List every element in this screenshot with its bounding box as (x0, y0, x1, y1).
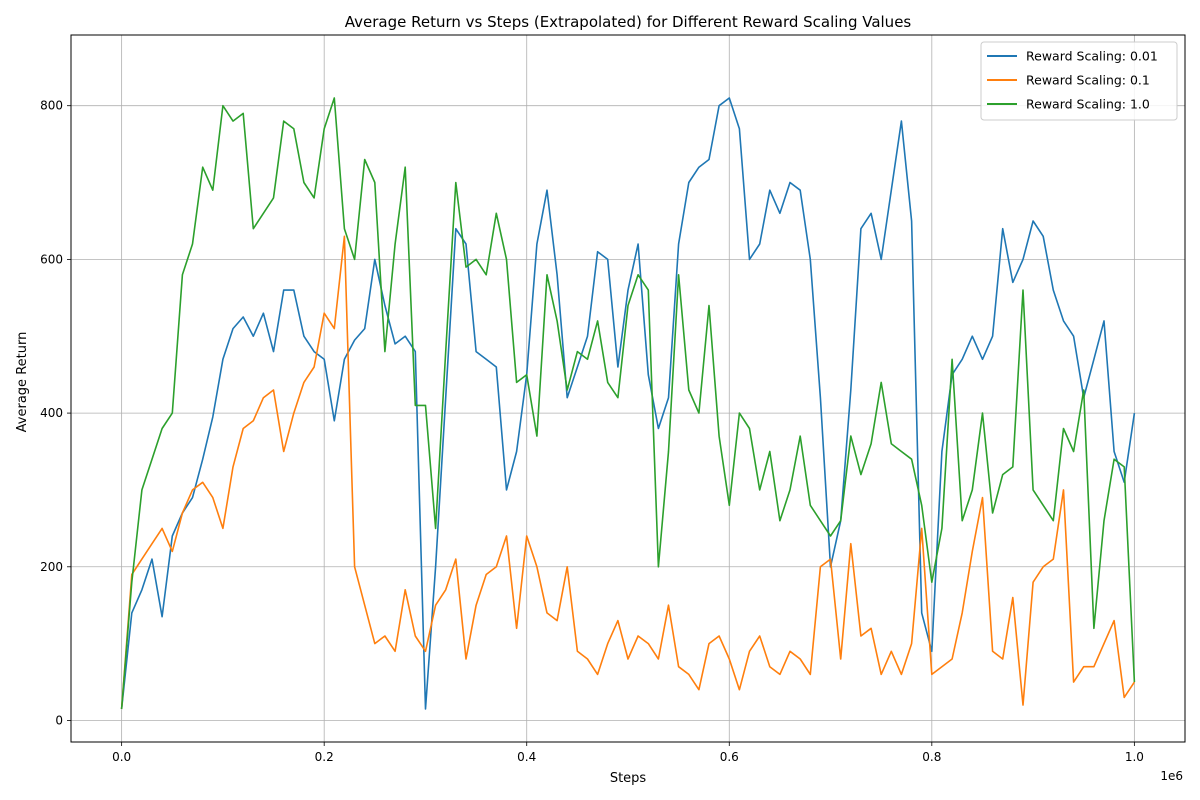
legend-box (980, 41, 1178, 121)
y-tick-label: 800 (40, 99, 63, 113)
plot-frame (70, 34, 1186, 743)
y-tick-label: 0 (55, 713, 63, 727)
y-tick-label: 400 (40, 406, 63, 420)
y-tick-label: 200 (40, 560, 63, 574)
x-tick-label: 0.4 (517, 750, 536, 764)
legend-label: Reward Scaling: 0.1 (1026, 73, 1150, 88)
x-tick-label: 0.2 (315, 750, 334, 764)
y-axis-label: Average Return (15, 332, 30, 433)
y-tick-label: 600 (40, 252, 63, 266)
legend: Reward Scaling: 0.01 Reward Scaling: 0.1 R… (980, 41, 1178, 121)
x-axis-label: Steps (610, 771, 647, 786)
y-axis-ticks: 0 200 400 600 800 (40, 99, 71, 727)
legend-label: Reward Scaling: 1.0 (1026, 97, 1150, 112)
x-tick-label: 1.0 (1125, 750, 1144, 764)
x-tick-label: 0.0 (112, 750, 131, 764)
x-tick-label: 0.8 (922, 750, 941, 764)
series-line-1 (120, 235, 1136, 710)
series-layer (120, 97, 1136, 710)
x-tick-label: 0.6 (720, 750, 739, 764)
legend-label: Reward Scaling: 0.01 (1026, 49, 1158, 64)
chart-title: Average Return vs Steps (Extrapolated) f… (345, 13, 912, 31)
series-line-2 (120, 97, 1136, 710)
series-line-0 (120, 97, 1136, 710)
x-axis-ticks: 0.0 0.2 0.4 0.6 0.8 1.0 (112, 742, 1144, 764)
x-axis-offset-label: 1e6 (1160, 769, 1183, 783)
